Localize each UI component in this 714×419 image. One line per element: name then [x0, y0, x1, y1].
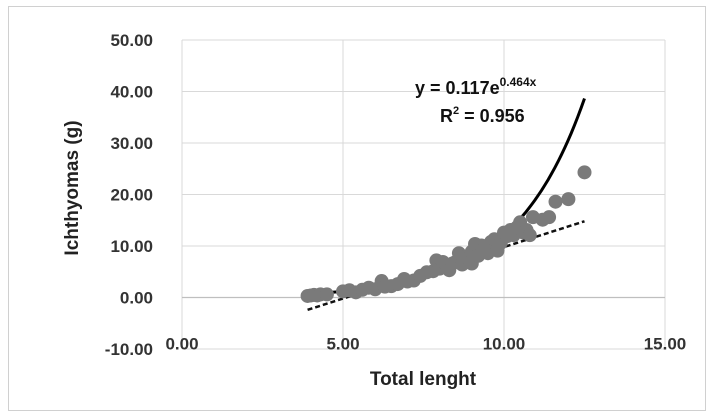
x-axis-title: Total lenght [370, 369, 477, 390]
data-point [542, 210, 557, 225]
data-point [577, 165, 592, 180]
r2-superscript: 2 [453, 105, 459, 117]
equation-base: y = 0.117e [415, 78, 500, 98]
y-tick-label: 10.00 [110, 237, 153, 256]
trendlines [307, 97, 586, 312]
trendline-equation: y = 0.117e0.464x [415, 75, 537, 98]
y-tick-label: 20.00 [110, 186, 153, 205]
y-tick-label: 50.00 [110, 31, 153, 50]
data-point [522, 228, 537, 243]
data-point [319, 287, 334, 302]
y-tick-label: 30.00 [110, 134, 153, 153]
r2-prefix: R [440, 106, 453, 126]
y-tick-labels: -10.00 0.00 10.00 20.00 30.00 40.00 50.00 [105, 31, 153, 359]
y-axis-title: Ichthyomas (g) [62, 120, 83, 255]
chart-frame [8, 6, 706, 411]
x-tick-label: 5.00 [326, 335, 359, 354]
equation-exponent: 0.464x [500, 75, 537, 89]
y-tick-label: 0.00 [120, 289, 153, 308]
data-point [548, 194, 563, 209]
x-tick-label: 15.00 [644, 335, 687, 354]
r2-value: = 0.956 [459, 106, 525, 126]
y-tick-label: 40.00 [110, 83, 153, 102]
data-point [561, 192, 576, 207]
x-tick-labels: 0.00 5.00 10.00 15.00 [165, 335, 686, 354]
x-tick-label: 0.00 [165, 335, 198, 354]
y-tick-label: -10.00 [105, 340, 153, 359]
data-points [300, 165, 592, 303]
x-tick-label: 10.00 [483, 335, 526, 354]
r-squared-label: R2 = 0.956 [440, 105, 525, 126]
